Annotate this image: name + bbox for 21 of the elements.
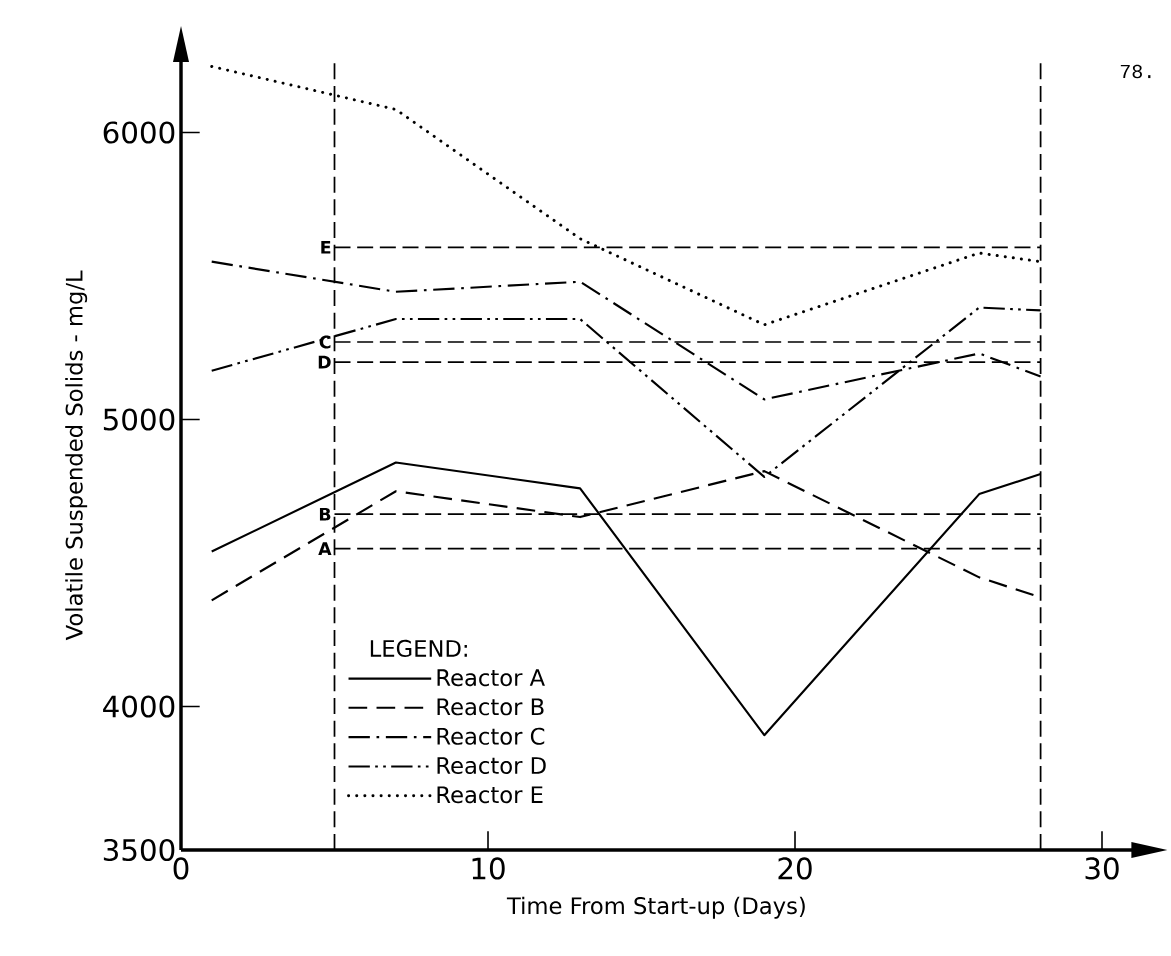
x-tick-label: 20 — [778, 857, 812, 880]
x-tick-label: 10 — [472, 857, 505, 880]
x-tick-label: 0 — [173, 857, 189, 880]
legend-label: Reactor C — [437, 727, 545, 745]
x-tick-label: 30 — [1085, 857, 1119, 880]
ref-line-label: B — [319, 507, 331, 521]
legend-title: LEGEND: — [370, 639, 467, 657]
y-tick-label: 4000 — [103, 695, 175, 718]
ref-line-label: A — [318, 542, 332, 555]
ref-line-label: D — [318, 355, 331, 369]
ref-line-label: E — [321, 240, 331, 254]
annotation: 78. — [1120, 64, 1151, 79]
y-tick-label: 3500 — [103, 838, 175, 862]
x-axis-title: Time From Start-up (Days) — [506, 896, 805, 919]
legend-label: Reactor D — [437, 757, 546, 775]
y-tick-label: 6000 — [103, 121, 175, 144]
legend-label: Reactor B — [437, 698, 544, 716]
legend-label: Reactor A — [437, 669, 545, 687]
legend-label: Reactor E — [437, 786, 543, 804]
y-axis-title: Volatile Suspended Solids - mg/L — [65, 270, 88, 641]
y-tick-label: 5000 — [103, 408, 175, 431]
